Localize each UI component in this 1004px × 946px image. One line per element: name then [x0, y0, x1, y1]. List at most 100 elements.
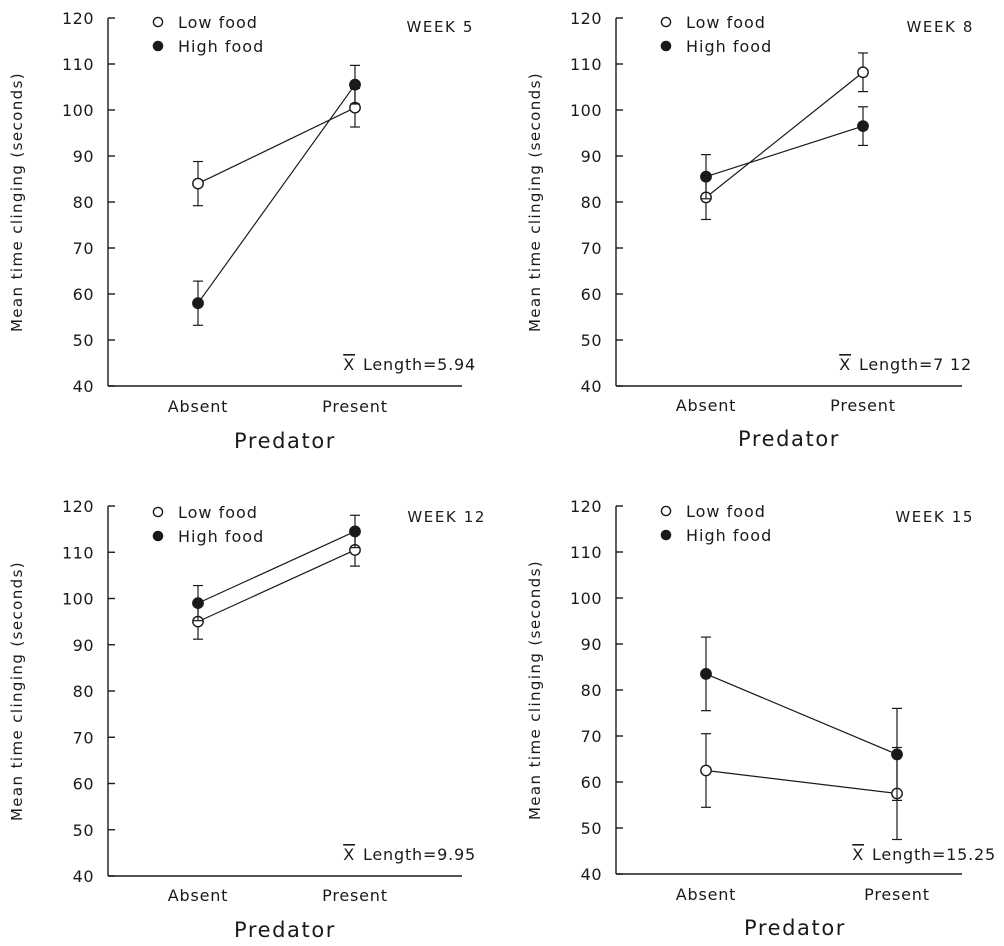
- series-low-food: [192, 533, 361, 640]
- chart-panel-4: 40 50 60 70 80 90 100 110 120 Mean time clinging …: [526, 497, 996, 940]
- legend-label: High food: [686, 526, 772, 545]
- x-tick-label: Absent: [168, 397, 229, 416]
- x-tick-label: Absent: [676, 885, 737, 904]
- annotation-xbar: X: [343, 355, 355, 374]
- annotation: X Length=5.94: [343, 355, 476, 374]
- y-axis-label: Mean time clinging (seconds): [526, 560, 544, 820]
- x-tick-label: Absent: [168, 886, 229, 905]
- chart-panel-2: 40 50 60 70 80 90 100 110 120 Mean time clinging …: [526, 9, 974, 451]
- y-tick-label: 90: [73, 636, 94, 655]
- data-point: [891, 748, 903, 761]
- x-tick-label: Present: [830, 396, 896, 415]
- legend-label: Low food: [178, 503, 258, 522]
- panel-label: WEEK 8: [906, 18, 974, 36]
- x-tick-label: Absent: [676, 396, 737, 415]
- data-point: [192, 597, 204, 610]
- data-point: [857, 66, 869, 79]
- y-tick-label: 70: [581, 727, 602, 746]
- y-tick-label: 40: [73, 867, 94, 886]
- series-line: [705, 71, 864, 198]
- annotation-text: Length=15.25: [872, 845, 996, 864]
- y-tick-label: 110: [570, 55, 602, 74]
- legend-label: High food: [686, 37, 772, 56]
- x-axis-label: Predator: [738, 427, 840, 451]
- series-low-food: [192, 87, 361, 207]
- data-point: [700, 668, 712, 680]
- y-tick-label: 120: [570, 497, 602, 516]
- x-axis-label: Predator: [234, 429, 336, 453]
- y-tick-label: 70: [73, 239, 94, 258]
- y-tick-label: 100: [62, 590, 94, 609]
- y-tick-label: 110: [570, 543, 602, 562]
- y-tick-label: 40: [73, 377, 94, 396]
- y-tick-label: 50: [73, 331, 94, 350]
- annotation-xbar: X: [839, 355, 851, 374]
- series-line: [197, 530, 356, 604]
- legend-marker: [660, 40, 672, 52]
- series-line: [705, 125, 864, 178]
- y-tick-label: 60: [581, 285, 602, 304]
- y-tick-label: 70: [581, 239, 602, 258]
- panel-label: WEEK 15: [895, 508, 974, 526]
- series-low-food: [700, 733, 903, 841]
- annotation-text: Length=5.94: [363, 355, 476, 374]
- legend-label: High food: [178, 527, 264, 546]
- y-tick-label: 80: [73, 682, 94, 701]
- y-tick-label: 90: [581, 147, 602, 166]
- y-tick-label: 120: [62, 497, 94, 516]
- legend-label: Low food: [686, 502, 766, 521]
- series-line: [705, 769, 898, 795]
- annotation: X Length=9.95: [343, 845, 476, 864]
- y-tick-label: 120: [62, 9, 94, 28]
- legend-marker: [660, 16, 672, 28]
- data-point: [192, 177, 204, 190]
- panel-label: WEEK 12: [407, 508, 486, 526]
- y-tick-label: 110: [62, 543, 94, 562]
- chart-panel-1: 40 50 60 70 80 90 100 110 120 Mean time clinging …: [8, 9, 476, 453]
- chart-panel-3: 40 50 60 70 80 90 100 110 120 Mean time clinging …: [8, 497, 486, 942]
- annotation-text: Length=7 12: [859, 355, 972, 374]
- annotation-xbar: X: [343, 845, 355, 864]
- data-point: [857, 120, 869, 133]
- data-point: [700, 170, 712, 183]
- y-tick-label: 100: [62, 101, 94, 120]
- series-high-food: [192, 64, 361, 326]
- x-axis-label: Predator: [744, 916, 846, 940]
- y-axis-label: Mean time clinging (seconds): [526, 72, 544, 332]
- series-line: [197, 107, 356, 185]
- series-high-food: [700, 106, 869, 200]
- legend-marker: [152, 40, 164, 52]
- x-tick-label: Present: [322, 886, 388, 905]
- y-tick-label: 90: [73, 147, 94, 166]
- y-tick-label: 40: [581, 377, 602, 396]
- y-axis-label: Mean time clinging (seconds): [8, 561, 26, 821]
- legend-label: High food: [178, 37, 264, 56]
- series-line: [705, 673, 898, 755]
- data-point: [349, 78, 361, 91]
- series-high-food: [192, 514, 361, 622]
- y-tick-label: 120: [570, 9, 602, 28]
- y-tick-label: 100: [570, 101, 602, 120]
- y-tick-label: 100: [570, 589, 602, 608]
- y-tick-label: 50: [73, 821, 94, 840]
- y-tick-label: 80: [581, 681, 602, 700]
- legend-marker: [152, 506, 164, 518]
- y-tick-label: 60: [73, 775, 94, 794]
- data-point: [192, 297, 204, 310]
- annotation-xbar: X: [852, 845, 864, 864]
- x-axis-label: Predator: [234, 918, 336, 941]
- y-tick-label: 60: [73, 285, 94, 304]
- y-tick-label: 50: [581, 819, 602, 838]
- annotation-text: Length=9.95: [363, 845, 476, 864]
- y-tick-label: 80: [581, 193, 602, 212]
- series-line: [197, 84, 356, 304]
- legend-label: Low food: [178, 13, 258, 32]
- legend-marker: [152, 530, 164, 542]
- series-high-food: [700, 636, 903, 802]
- series-low-food: [700, 52, 869, 221]
- y-tick-label: 50: [581, 331, 602, 350]
- annotation: X Length=15.25: [852, 845, 996, 864]
- legend-marker: [152, 16, 164, 28]
- annotation: X Length=7 12: [839, 355, 972, 374]
- y-tick-label: 110: [62, 55, 94, 74]
